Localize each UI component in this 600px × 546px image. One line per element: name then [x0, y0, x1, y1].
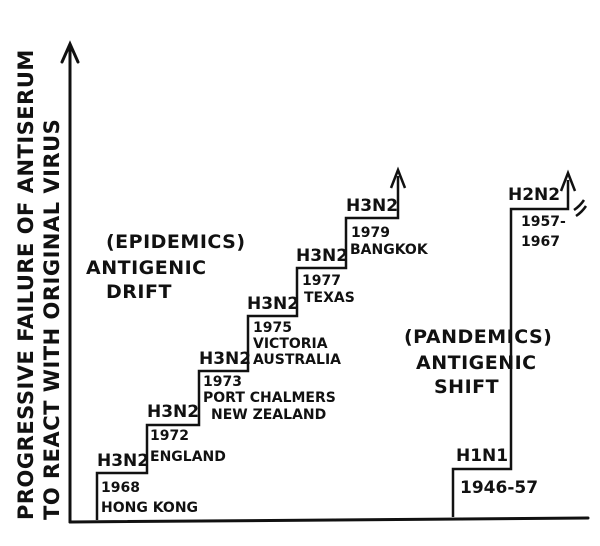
shift-arrow-icon [559, 169, 577, 192]
step-place-line1: PORT CHALMERS [203, 390, 336, 406]
y-axis-arrow-icon [60, 40, 80, 64]
step-subtype: H3N2 [346, 196, 398, 216]
y-axis-label-line2: TO REACT WITH ORIGINAL VIRUS [40, 119, 64, 520]
shift-step-line [451, 180, 570, 517]
drift-step-1968: H3N2 1968 HONG KONG [97, 451, 198, 516]
drift-arrow-icon [389, 166, 407, 189]
step-place-line1: VICTORIA [253, 336, 328, 352]
step-place-line2: AUSTRALIA [253, 352, 341, 368]
drift-heading-line2: ANTIGENIC [86, 257, 207, 279]
shift-heading-line1: (PANDEMICS) [404, 326, 552, 348]
step-subtype: H3N2 [296, 246, 348, 266]
step-year: 1975 [253, 320, 292, 336]
step-subtype: H1N1 [456, 446, 508, 466]
shift-heading-line2: ANTIGENIC [416, 352, 537, 374]
shift-step-h2n2: H2N2 1957- 1967 [508, 185, 566, 250]
step-years: 1946-57 [460, 478, 538, 498]
step-subtype: H3N2 [199, 349, 251, 369]
step-subtype: H3N2 [147, 402, 199, 422]
step-years-line1: 1957- [521, 214, 566, 230]
drift-step-line [95, 176, 400, 520]
step-year: 1979 [351, 225, 390, 241]
drift-step-1977: H3N2 1977 TEXAS [296, 246, 355, 306]
step-place-line2: NEW ZEALAND [211, 407, 326, 423]
drift-step-1973: H3N2 1973 PORT CHALMERS NEW ZEALAND [199, 349, 336, 423]
step-year: 1972 [150, 428, 189, 444]
step-year: 1968 [101, 480, 140, 496]
drift-staircase [95, 166, 407, 520]
y-axis-label-line1: PROGRESSIVE FAILURE OF ANTISERUM [14, 49, 38, 520]
step-subtype: H3N2 [97, 451, 149, 471]
step-place: HONG KONG [101, 500, 198, 516]
shift-heading: (PANDEMICS) ANTIGENIC SHIFT [404, 326, 552, 398]
axes [60, 40, 590, 524]
step-subtype: H3N2 [247, 294, 299, 314]
drift-step-1972: H3N2 1972 ENGLAND [147, 402, 226, 465]
step-subtype: H2N2 [508, 185, 560, 205]
step-place: TEXAS [304, 290, 355, 306]
step-year: 1977 [302, 273, 341, 289]
shift-arrow-scribble-icon [573, 199, 588, 218]
shift-step-h1n1: H1N1 1946-57 [456, 446, 538, 498]
x-axis-line [68, 516, 590, 524]
drift-heading-line3: DRIFT [106, 281, 172, 303]
drift-heading: (EPIDEMICS) ANTIGENIC DRIFT [86, 231, 246, 303]
drift-heading-line1: (EPIDEMICS) [106, 231, 246, 253]
shift-heading-line3: SHIFT [434, 376, 499, 398]
step-year: 1973 [203, 374, 242, 390]
drift-step-1975: H3N2 1975 VICTORIA AUSTRALIA [247, 294, 341, 368]
y-axis-label: PROGRESSIVE FAILURE OF ANTISERUM TO REAC… [14, 49, 64, 520]
step-place: BANGKOK [350, 242, 429, 258]
step-place: ENGLAND [150, 449, 226, 465]
shift-staircase [451, 169, 588, 517]
step-years-line2: 1967 [521, 234, 560, 250]
drift-step-1979: H3N2 1979 BANGKOK [346, 196, 429, 258]
